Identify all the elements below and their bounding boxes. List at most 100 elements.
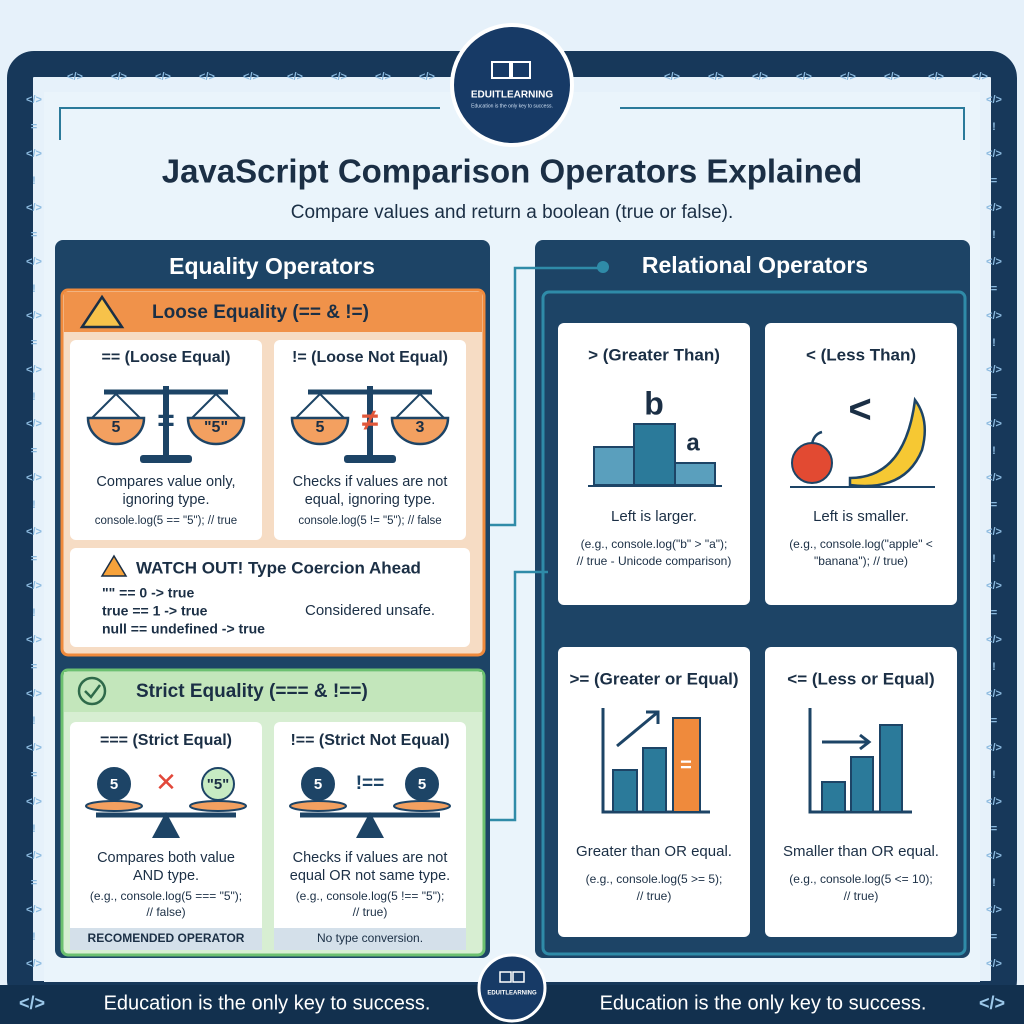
logo xyxy=(477,953,547,1023)
frame-code: = xyxy=(31,445,37,457)
card-description: Compares value only, xyxy=(96,474,235,490)
scale-base xyxy=(152,812,180,838)
card-example: console.log(5 != "5"); // false xyxy=(298,515,441,527)
icon-bar xyxy=(633,423,676,486)
card-description: Greater than OR equal. xyxy=(576,843,732,860)
frame-code: ! xyxy=(992,661,996,673)
frame-code: = xyxy=(991,715,997,727)
frame-code: = xyxy=(991,391,997,403)
check-icon xyxy=(77,676,107,706)
scale-pan xyxy=(390,416,450,446)
frame-code: </> xyxy=(199,71,215,83)
card-description: ignoring type. xyxy=(122,492,209,508)
frame-code: </> xyxy=(26,634,42,646)
icon-axis xyxy=(808,708,912,814)
frame-code: </> xyxy=(243,71,259,83)
card-footer xyxy=(70,928,262,950)
frame-code: = xyxy=(991,823,997,835)
logo-book xyxy=(499,971,525,983)
frame-code: </> xyxy=(986,472,1002,484)
frame-code: </> xyxy=(986,418,1002,430)
frame-code: ! xyxy=(32,715,36,727)
scale-plate xyxy=(289,800,347,812)
card-description: AND type. xyxy=(133,868,199,884)
card-title: <= (Less or Equal) xyxy=(787,669,934,688)
scale-value: "5" xyxy=(207,776,230,793)
frame-code: = xyxy=(31,337,37,349)
frame-code: </> xyxy=(986,94,1002,106)
scale-string xyxy=(189,393,243,421)
frame-code: </> xyxy=(331,71,347,83)
frame-code: = xyxy=(991,931,997,943)
icon-letter: a xyxy=(686,429,700,456)
card-example: (e.g., console.log(5 >= 5); xyxy=(586,872,723,886)
icon-bar xyxy=(821,781,846,813)
frame-code: </> xyxy=(986,634,1002,646)
card-example: console.log(5 == "5"); // true xyxy=(95,515,237,527)
scale-symbol: !== xyxy=(356,773,385,794)
card-description: Checks if values are not xyxy=(293,474,448,490)
panel-title: Equality Operators xyxy=(169,253,375,279)
scale-string xyxy=(293,393,347,421)
scale-string xyxy=(89,393,143,421)
scale-coin xyxy=(97,767,131,801)
frame-code: </> xyxy=(26,310,42,322)
logo-name: EDUITLEARNING xyxy=(487,991,537,997)
card-description: Left is larger. xyxy=(611,508,697,525)
frame-code: </> xyxy=(986,310,1002,322)
icon-symbol: = xyxy=(680,754,692,776)
icon-bar xyxy=(642,747,667,813)
logo xyxy=(450,23,574,147)
warning-title: WATCH OUT! Type Coercion Ahead xyxy=(136,558,421,577)
card-footer-text: RECOMENDED OPERATOR xyxy=(88,931,245,945)
scale-symbol: ✕ xyxy=(155,767,177,797)
panel-title: Relational Operators xyxy=(642,252,868,278)
frame-code: </> xyxy=(26,418,42,430)
frame-code: = xyxy=(31,877,37,889)
frame-code: </> xyxy=(26,904,42,916)
scale-plate xyxy=(189,800,247,812)
apple xyxy=(791,442,833,484)
frame-code: = xyxy=(31,121,37,133)
card-description: Left is smaller. xyxy=(813,508,909,525)
scale-pan xyxy=(186,416,246,446)
frame-code: </> xyxy=(664,71,680,83)
frame-code: </> xyxy=(840,71,856,83)
frame-code: </> xyxy=(26,94,42,106)
card-title: === (Strict Equal) xyxy=(100,732,232,749)
card-example: (e.g., console.log(5 !== "5"); xyxy=(296,889,445,903)
scale-plate xyxy=(393,800,451,812)
card-example: "banana"); // true) xyxy=(814,554,908,568)
frame-code: </> xyxy=(986,688,1002,700)
strict-header xyxy=(64,672,482,712)
card-title: == (Loose Equal) xyxy=(102,349,231,366)
coercion-example: true == 1 -> true xyxy=(102,603,208,619)
card-example: // true - Unicode comparison) xyxy=(577,554,732,568)
page-title: JavaScript Comparison Operators Explaine… xyxy=(162,153,863,190)
frame-code: ! xyxy=(992,445,996,457)
card-example: // true) xyxy=(637,889,672,903)
icon-bar xyxy=(674,462,716,486)
card-title: < (Less Than) xyxy=(806,345,916,364)
frame-code: ! xyxy=(992,229,996,241)
scale-base xyxy=(344,455,396,463)
check-icon xyxy=(84,684,101,699)
frame-code: </> xyxy=(796,71,812,83)
frame-code: = xyxy=(991,283,997,295)
logo-tagline: Education is the only key to success. xyxy=(471,103,553,109)
frame-code: </> xyxy=(986,904,1002,916)
frame-code: </> xyxy=(419,71,435,83)
scale-string xyxy=(393,393,447,421)
frame-code: ! xyxy=(32,499,36,511)
card-title: !== (Strict Not Equal) xyxy=(290,732,449,749)
scale-post xyxy=(163,386,169,456)
frame-code: ! xyxy=(32,823,36,835)
frame-code: </> xyxy=(26,796,42,808)
icon-bar xyxy=(850,756,874,813)
card-example: // false) xyxy=(146,905,185,919)
scale-base xyxy=(356,812,384,838)
frame-code: </> xyxy=(986,796,1002,808)
footer-text: Education is the only key to success. xyxy=(600,992,927,1014)
connector-dot xyxy=(597,261,609,273)
